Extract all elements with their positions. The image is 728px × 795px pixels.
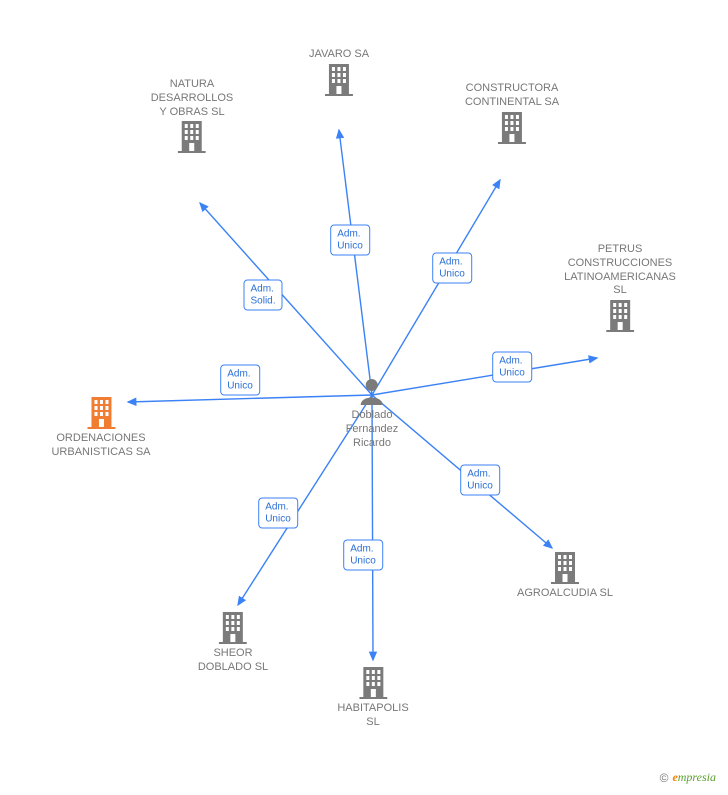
edge-line <box>339 130 372 395</box>
company-node-petrus[interactable]: PETRUSCONSTRUCCIONESLATINOAMERICANAS SL <box>564 240 676 332</box>
edge-label-line: Unico <box>265 513 291 525</box>
edge-label-line: Solid. <box>250 295 275 307</box>
edge-label-line: Unico <box>227 380 253 392</box>
edge-line <box>372 358 597 395</box>
edge-label: Adm.Unico <box>492 352 532 383</box>
person-icon <box>346 377 399 405</box>
person-node-center[interactable]: DobladoFernandezRicardo <box>346 377 399 450</box>
company-label-line: CONSTRUCCIONES <box>564 257 676 271</box>
building-icon <box>309 62 369 96</box>
company-label-line: LATINOAMERICANAS SL <box>564 271 676 299</box>
edge-label: Adm.Unico <box>220 365 260 396</box>
company-node-natura[interactable]: NATURADESARROLLOSY OBRAS SL <box>151 75 234 153</box>
edge-label-line: Adm. <box>227 369 253 381</box>
person-label: DobladoFernandezRicardo <box>346 409 399 450</box>
edge-label: Adm.Solid. <box>243 280 282 311</box>
company-node-ordenaciones[interactable]: ORDENACIONESURBANISTICAS SA <box>51 395 150 460</box>
edge-label: Adm.Unico <box>432 253 472 284</box>
edge-label: Adm.Unico <box>258 498 298 529</box>
edge-label-line: Adm. <box>250 284 275 296</box>
company-node-habitapolis[interactable]: HABITAPOLISSL <box>337 665 408 730</box>
company-label-line: URBANISTICAS SA <box>51 446 150 460</box>
edge-line <box>128 395 372 402</box>
company-label-line: NATURA <box>151 78 234 92</box>
person-label-line: Ricardo <box>346 437 399 451</box>
company-label-line: JAVARO SA <box>309 48 369 62</box>
company-label: HABITAPOLISSL <box>337 702 408 730</box>
company-label-line: DOBLADO SL <box>198 661 268 675</box>
company-node-constructora[interactable]: CONSTRUCTORACONTINENTAL SA <box>465 79 559 144</box>
edge-label-line: Adm. <box>350 544 376 556</box>
company-label-line: CONTINENTAL SA <box>465 96 559 110</box>
company-node-sheor[interactable]: SHEORDOBLADO SL <box>198 610 268 675</box>
edge-label-line: Unico <box>499 367 525 379</box>
person-label-line: Fernandez <box>346 423 399 437</box>
person-label-line: Doblado <box>346 409 399 423</box>
copyright-symbol: © <box>660 771 669 785</box>
edge-label-line: Adm. <box>467 469 493 481</box>
company-label-line: SL <box>337 716 408 730</box>
company-label: CONSTRUCTORACONTINENTAL SA <box>465 82 559 110</box>
company-label: ORDENACIONESURBANISTICAS SA <box>51 432 150 460</box>
company-label-line: DESARROLLOS <box>151 92 234 106</box>
company-node-agroalcudia[interactable]: AGROALCUDIA SL <box>517 550 613 601</box>
diagram-canvas: JAVARO SA CONSTRUCTORACONTINENTAL SA NAT… <box>0 0 728 795</box>
building-icon <box>51 395 150 429</box>
company-label-line: AGROALCUDIA SL <box>517 587 613 601</box>
building-icon <box>198 610 268 644</box>
edge-label-line: Unico <box>350 555 376 567</box>
edge-label-line: Unico <box>467 480 493 492</box>
edge-label-line: Adm. <box>337 229 363 241</box>
company-label: NATURADESARROLLOSY OBRAS SL <box>151 78 234 119</box>
company-label: AGROALCUDIA SL <box>517 587 613 601</box>
company-label-line: ORDENACIONES <box>51 432 150 446</box>
building-icon <box>564 298 676 332</box>
brand: empresia <box>672 770 716 785</box>
edge-label-line: Unico <box>337 240 363 252</box>
company-label-line: SHEOR <box>198 647 268 661</box>
company-label: PETRUSCONSTRUCCIONESLATINOAMERICANAS SL <box>564 243 676 298</box>
company-label: JAVARO SA <box>309 48 369 62</box>
edge-line <box>372 180 500 395</box>
brand-rest: mpresia <box>678 770 716 784</box>
company-label-line: Y OBRAS SL <box>151 106 234 120</box>
copyright: © empresia <box>660 770 716 785</box>
edge-label-line: Adm. <box>439 257 465 269</box>
building-icon <box>337 665 408 699</box>
edge-label-line: Unico <box>439 268 465 280</box>
edge-label: Adm.Unico <box>343 540 383 571</box>
building-icon <box>465 110 559 144</box>
edge-label: Adm.Unico <box>460 465 500 496</box>
company-label-line: HABITAPOLIS <box>337 702 408 716</box>
company-node-javaro[interactable]: JAVARO SA <box>309 45 369 96</box>
company-label-line: PETRUS <box>564 243 676 257</box>
company-label: SHEORDOBLADO SL <box>198 647 268 675</box>
edge-label-line: Adm. <box>499 356 525 368</box>
building-icon <box>151 119 234 153</box>
edge-label: Adm.Unico <box>330 225 370 256</box>
company-label-line: CONSTRUCTORA <box>465 82 559 96</box>
edge-label-line: Adm. <box>265 502 291 514</box>
building-icon <box>517 550 613 584</box>
